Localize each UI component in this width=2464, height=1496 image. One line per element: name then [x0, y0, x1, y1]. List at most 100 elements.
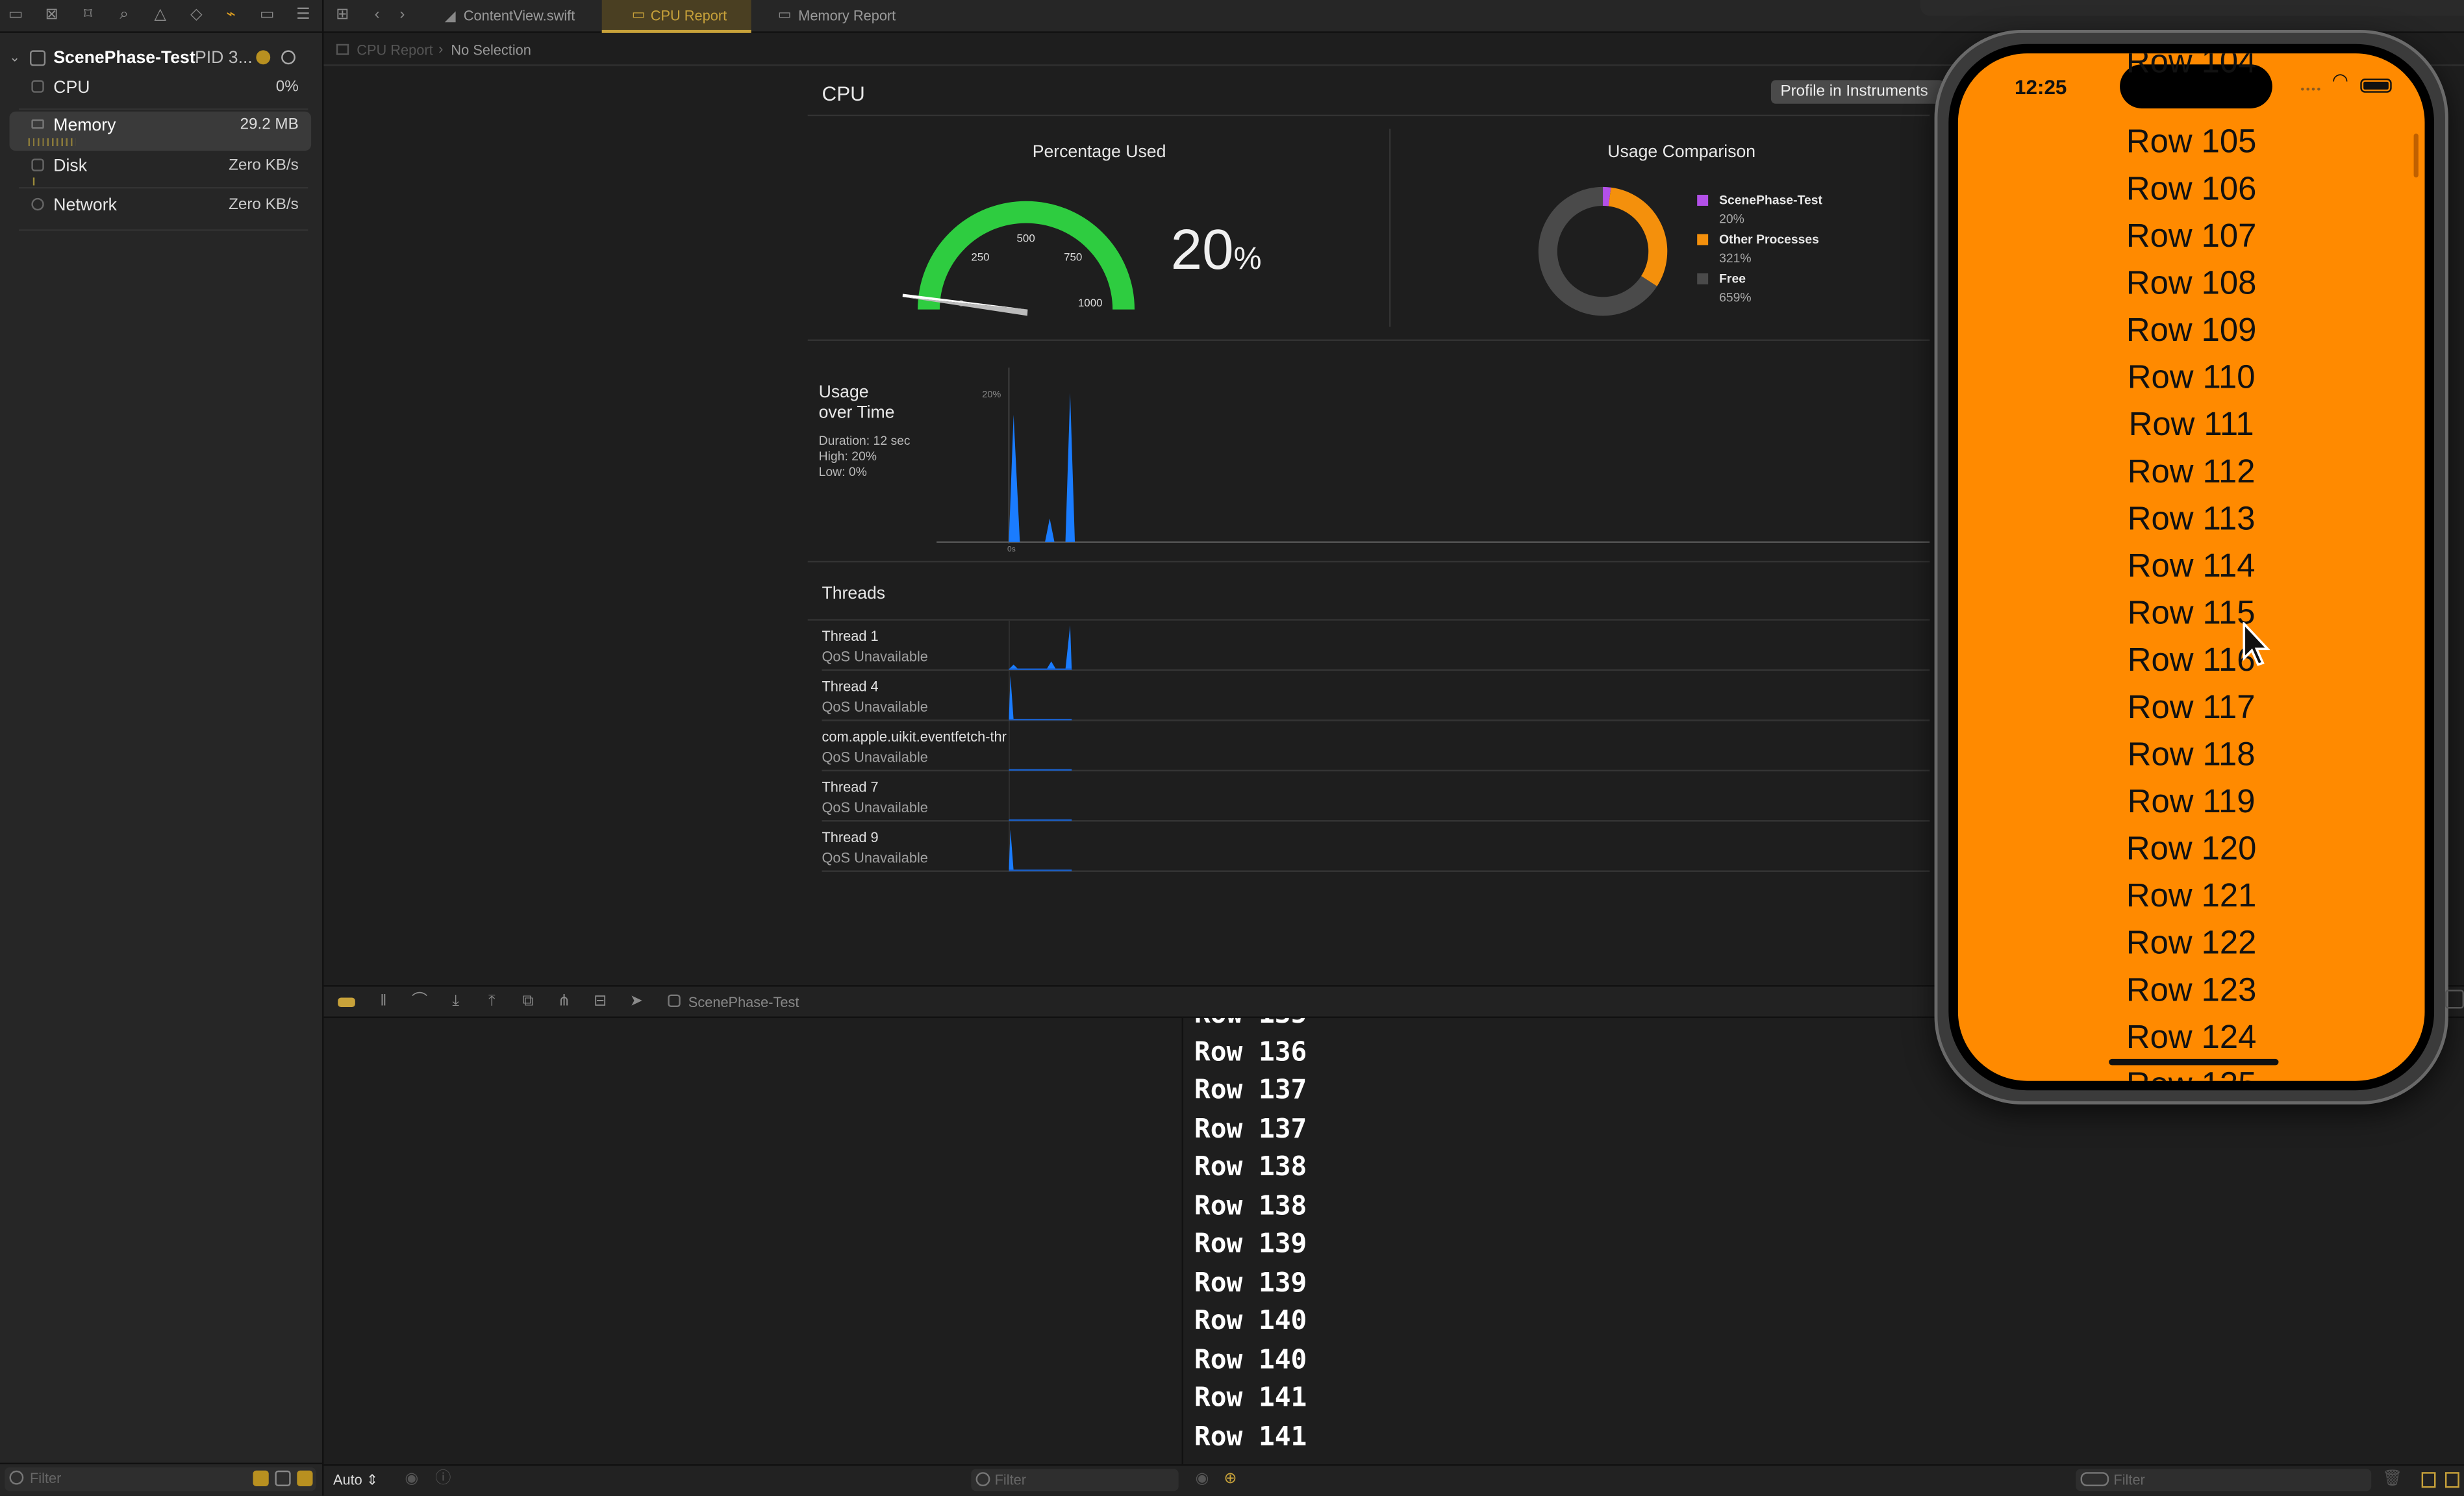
filter-option-icon[interactable] — [253, 1470, 269, 1486]
navigator-filter[interactable]: Filter — [5, 1467, 316, 1491]
list-row[interactable]: Row 119 — [2127, 784, 2256, 821]
list-row[interactable]: Row 111 — [2128, 406, 2254, 443]
breakpoint-icon[interactable]: ▭ — [259, 6, 275, 24]
memory-graph-icon[interactable]: ⋔ — [557, 993, 571, 1010]
thread-name: Thread 7 — [822, 779, 879, 795]
usage-high: High: 20% — [818, 449, 877, 464]
legend-value: 20% — [1719, 212, 1744, 227]
source-control-icon[interactable]: ⊠ — [45, 6, 58, 24]
breadcrumb-item[interactable]: No Selection — [451, 42, 531, 58]
list-row[interactable]: Row 112 — [2127, 454, 2256, 490]
gauge-memory[interactable]: Memory 29.2 MB — [9, 111, 312, 151]
thread-row[interactable]: Thread 9 QoS Unavailable — [822, 821, 1930, 872]
eye-icon[interactable]: ◉ — [405, 1470, 419, 1488]
gauge-value: 29.2 MB — [240, 116, 299, 134]
gauge-label: CPU — [53, 78, 90, 98]
list-row[interactable]: Row 110 — [2127, 360, 2256, 396]
list-row[interactable]: Row 117 — [2127, 690, 2256, 726]
tab-cpu-report[interactable]: ▭ CPU Report — [601, 0, 751, 33]
list-row[interactable]: Row 107 — [2126, 218, 2257, 255]
gauge-icon: ▭ — [631, 6, 646, 22]
filter-option-icon[interactable] — [297, 1470, 313, 1486]
filter-placeholder: Filter — [29, 1470, 62, 1486]
profile-in-instruments-button[interactable]: Profile in Instruments — [1770, 80, 1944, 104]
toggle-console-icon[interactable] — [338, 997, 355, 1007]
disclosure-chevron-icon[interactable]: ⌄ — [9, 50, 20, 65]
bookmark-icon[interactable]: ⌑ — [84, 6, 92, 24]
location-icon[interactable]: ➤ — [629, 993, 644, 1010]
debug-target-label[interactable]: ScenePhase-Test — [688, 994, 799, 1010]
gauge-arc — [918, 201, 1135, 310]
list-row[interactable]: Row 120 — [2126, 830, 2257, 867]
test-icon[interactable]: ◇ — [190, 6, 203, 24]
list-row[interactable]: Row 115 — [2127, 595, 2256, 632]
list-row[interactable]: Row 105 — [2126, 124, 2257, 160]
process-name[interactable]: ScenePhase-Test — [53, 49, 195, 68]
auto-scope-selector[interactable]: Auto ⇕ — [333, 1472, 379, 1488]
step-over-icon[interactable]: ⌒ — [411, 993, 428, 1010]
cpu-percentage-readout: 20% — [1171, 217, 1262, 283]
debug-navigator: ⌄ ScenePhase-Test PID 3... CPU 0% Memory… — [0, 32, 323, 1496]
back-arrow-icon[interactable]: ‹ — [374, 6, 380, 24]
list-row[interactable]: Row 108 — [2126, 265, 2257, 302]
variables-filter[interactable]: Filter — [971, 1469, 1179, 1491]
list-row[interactable]: Row 123 — [2126, 972, 2257, 1009]
list-row[interactable]: Row 121 — [2126, 878, 2257, 915]
donut-slice — [1538, 186, 1657, 316]
simulator-edge-controls — [2445, 990, 2464, 1009]
forward-arrow-icon[interactable]: › — [399, 6, 405, 24]
step-into-icon[interactable]: ⤓ — [452, 993, 460, 1010]
find-icon[interactable]: ⌕ — [119, 6, 129, 24]
tab-contentview[interactable]: ◢ ContentView.swift — [432, 0, 601, 33]
scroll-indicator[interactable] — [2413, 133, 2419, 178]
trash-icon[interactable]: 🗑 — [2382, 1470, 2402, 1488]
list-row[interactable]: Row 124 — [2126, 1019, 2257, 1056]
row-list[interactable]: Row 104 Row 105 Row 106 Row 107 Row 108 … — [1958, 53, 2425, 1080]
filter-placeholder: Filter — [2113, 1472, 2145, 1488]
eye-icon[interactable]: ◉ — [1195, 1470, 1209, 1488]
list-row[interactable]: Row 125 — [1958, 1067, 2425, 1081]
list-row[interactable]: Row 114 — [2127, 548, 2256, 585]
thread-qos: QoS Unavailable — [822, 850, 928, 866]
usage-duration: Duration: 12 sec — [818, 433, 911, 448]
thread-row[interactable]: Thread 4 QoS Unavailable — [822, 671, 1930, 721]
debug-console-icon[interactable]: ⊕ — [1224, 1470, 1237, 1488]
debug-navigator-icon[interactable]: ⌁ — [226, 6, 236, 24]
step-out-icon[interactable]: ⤒ — [488, 993, 496, 1010]
thread-row[interactable]: com.apple.uikit.eventfetch-thr QoS Unava… — [822, 721, 1930, 772]
thread-row[interactable]: Thread 7 QoS Unavailable — [822, 771, 1930, 822]
console-filter[interactable]: Filter — [2076, 1469, 2372, 1491]
list-row[interactable]: Row 118 — [2127, 736, 2256, 773]
cpu-percentage-value: 20 — [1170, 216, 1234, 282]
gauge-cpu[interactable]: CPU 0% — [10, 74, 312, 108]
tab-memory-report[interactable]: ▭ Memory Report — [764, 0, 921, 33]
list-row[interactable]: Row 113 — [2127, 501, 2256, 538]
pause-icon[interactable]: ‖ — [380, 993, 387, 1010]
report-icon[interactable]: ☰ — [296, 6, 310, 24]
gauge-network[interactable]: Network Zero KB/s — [10, 192, 312, 226]
info-icon[interactable]: ⓘ — [435, 1470, 451, 1488]
list-row[interactable]: Row 109 — [2126, 312, 2257, 349]
folder-icon[interactable]: ▭ — [8, 6, 23, 24]
iphone-screen: 12:25 •••• ◠ Row 104 Row 105 Row 106 Row… — [1957, 53, 2425, 1081]
issue-icon[interactable]: △ — [154, 6, 167, 24]
list-row[interactable]: Row 106 — [2126, 171, 2257, 208]
thread-row[interactable]: Thread 1 QoS Unavailable — [822, 620, 1930, 671]
split-right-icon[interactable] — [2445, 1472, 2459, 1488]
list-row[interactable]: Row 116 — [2127, 642, 2256, 679]
environment-icon[interactable]: ⊟ — [594, 993, 607, 1010]
warning-icon[interactable] — [256, 50, 271, 65]
filter-options-icon — [2080, 1472, 2109, 1486]
gauge-disk[interactable]: Disk Zero KB/s — [10, 153, 312, 187]
home-indicator[interactable] — [2109, 1058, 2279, 1066]
breadcrumb-item[interactable]: CPU Report — [357, 42, 433, 58]
list-row[interactable]: Row 104 — [2126, 53, 2257, 81]
legend-name: ScenePhase-Test — [1719, 193, 1822, 208]
filter-option-icon[interactable] — [275, 1470, 291, 1486]
process-options-icon[interactable] — [281, 50, 295, 65]
grid-icon[interactable]: ⊞ — [336, 6, 349, 24]
list-row[interactable]: Row 122 — [2126, 925, 2257, 962]
view-hierarchy-icon[interactable]: ⧉ — [522, 993, 534, 1010]
gauge-tick-label: 250 — [971, 251, 989, 264]
split-left-icon[interactable] — [2421, 1472, 2436, 1488]
